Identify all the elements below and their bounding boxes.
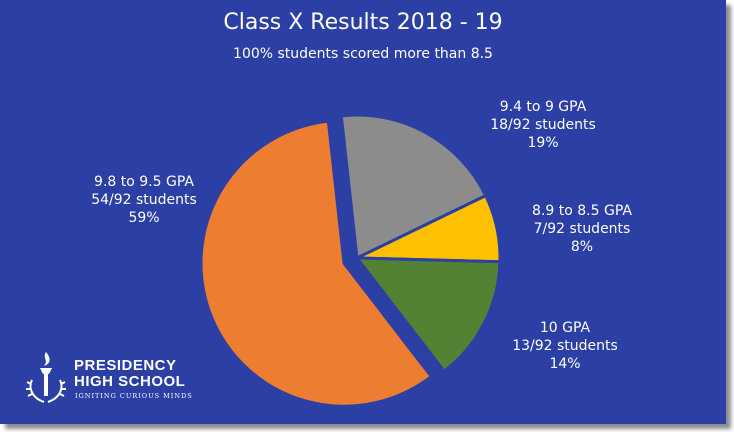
logo-name-line2: HIGH SCHOOL — [74, 373, 186, 390]
pie-slice-10-gpa — [353, 256, 502, 374]
torch-crest-icon — [26, 352, 66, 403]
slice-label-8-9-to-8-5: 8.9 to 8.5 GPA 7/92 students 8% — [515, 202, 649, 256]
slice-label-9-4-to-9: 9.4 to 9 GPA 18/92 students 19% — [478, 98, 608, 152]
slice-label-range: 10 GPA — [539, 320, 591, 336]
slice-label-percent: 14% — [549, 356, 581, 372]
slice-label-students: 54/92 students — [91, 192, 197, 208]
chart-subtitle: 100% students scored more than 8.5 — [233, 46, 493, 62]
school-logo: PRESIDENCY HIGH SCHOOL IGNITING CURIOUS … — [20, 350, 220, 406]
slice-label-9-8-to-9-5: 9.8 to 9.5 GPA 54/92 students 59% — [74, 173, 214, 227]
pie-chart — [199, 113, 502, 408]
slice-label-students: 13/92 students — [512, 338, 618, 354]
slice-label-students: 7/92 students — [533, 221, 631, 237]
slide-background: Class X Results 2018 - 19 100% students … — [0, 0, 726, 424]
slice-label-range: 9.4 to 9 GPA — [499, 99, 587, 115]
logo-tagline: IGNITING CURIOUS MINDS — [75, 392, 193, 400]
logo-wordmark: PRESIDENCY HIGH SCHOOL — [74, 358, 185, 390]
pie-slice-9-4-to-9-gpa — [339, 113, 488, 261]
logo-name-line1: PRESIDENCY — [74, 357, 177, 374]
pie-slice-9-8-to-9-5-gpa — [199, 119, 434, 408]
slice-label-percent: 8% — [570, 239, 594, 255]
slice-label-range: 9.8 to 9.5 GPA — [94, 174, 194, 190]
chart-title: Class X Results 2018 - 19 — [223, 10, 503, 35]
slice-label-range: 8.9 to 8.5 GPA — [532, 203, 632, 219]
slice-label-percent: 19% — [527, 135, 559, 151]
slice-label-students: 18/92 students — [490, 117, 596, 133]
slice-label-percent: 59% — [128, 210, 160, 226]
slice-label-10: 10 GPA 13/92 students 14% — [500, 319, 630, 373]
